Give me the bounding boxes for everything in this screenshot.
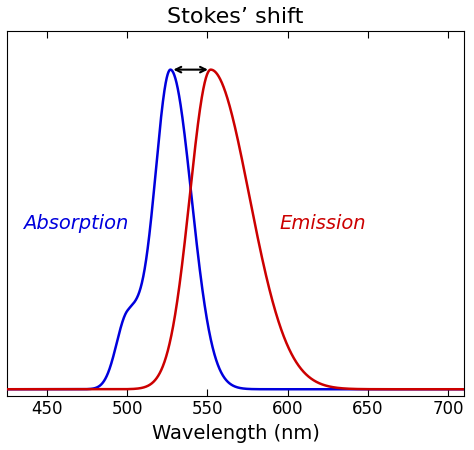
Title: Stokes’ shift: Stokes’ shift [167, 7, 304, 27]
Text: Emission: Emission [280, 214, 366, 233]
X-axis label: Wavelength (nm): Wavelength (nm) [152, 424, 319, 443]
Text: Absorption: Absorption [23, 214, 128, 233]
